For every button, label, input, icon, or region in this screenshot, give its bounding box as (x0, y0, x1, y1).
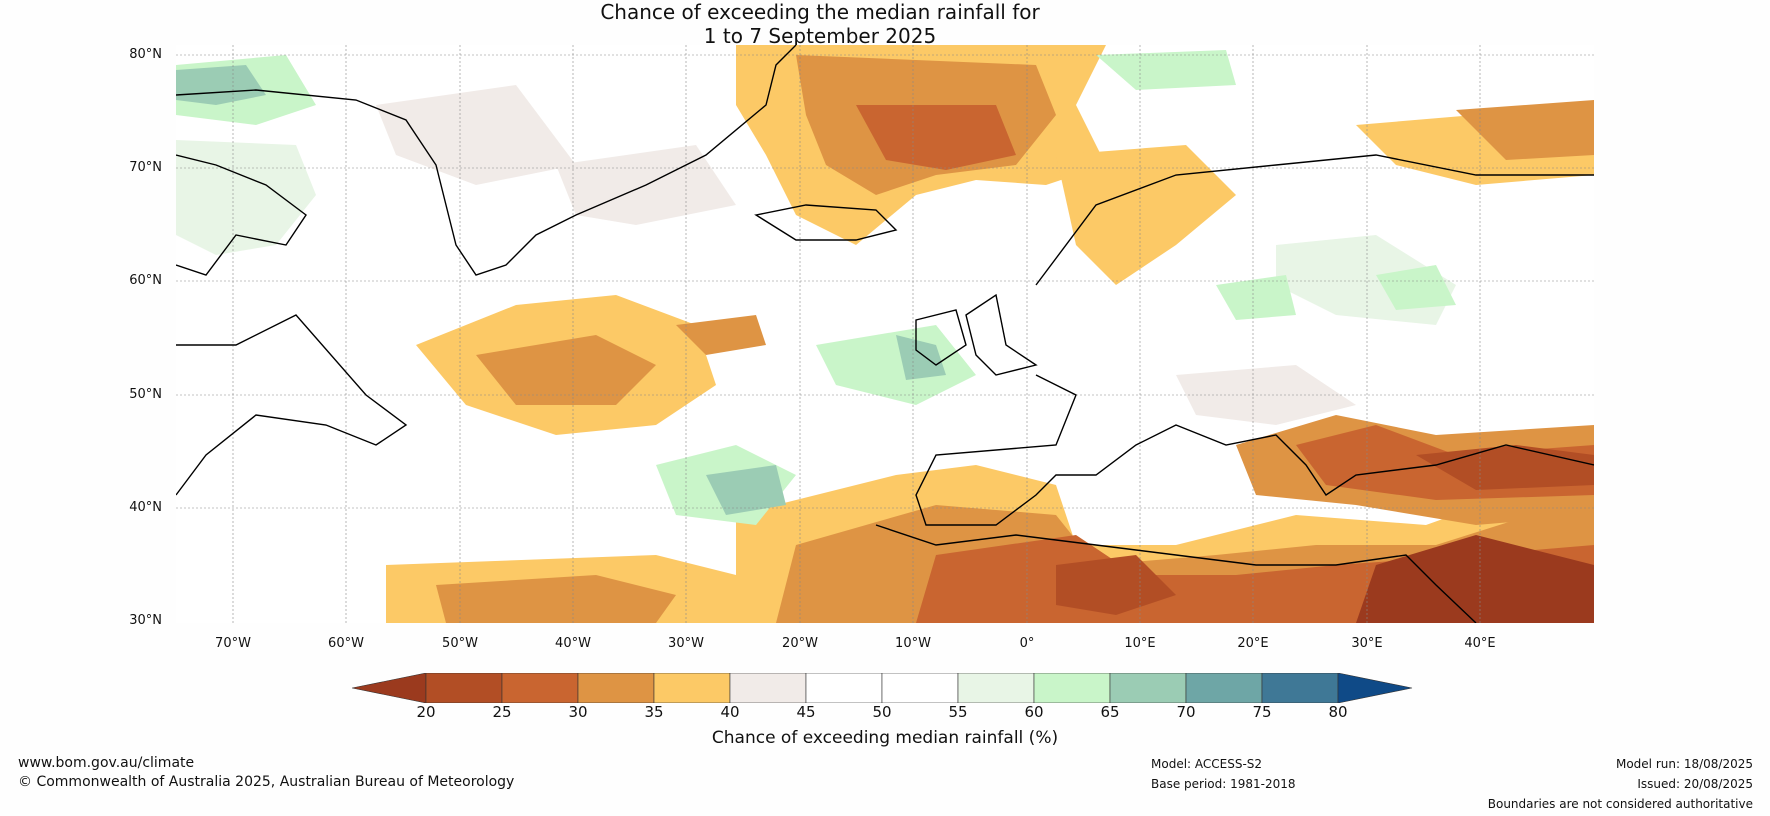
lat-label-60n: 60°N (129, 273, 162, 288)
colorbar-band (577, 673, 655, 703)
rainfall-map (176, 45, 1594, 623)
map-canvas (176, 45, 1594, 623)
lon-label-60w: 60°W (328, 636, 364, 651)
coastlines (176, 45, 1594, 623)
colorbar-band (501, 673, 579, 703)
colorbar-tick-label: 80 (1328, 703, 1348, 721)
issued-text: Issued: 20/08/2025 (1637, 777, 1753, 791)
colorbar-tick-label: 25 (492, 703, 512, 721)
great-britain (965, 293, 1038, 376)
colorbar (352, 673, 1413, 703)
iceland (754, 204, 898, 241)
probability-field (176, 45, 1594, 623)
colorbar-band (1185, 673, 1263, 703)
lat-label-80n: 80°N (129, 47, 162, 62)
colorbar-tick-label: 50 (872, 703, 892, 721)
lon-label-0: 0° (1019, 636, 1035, 651)
copyright-text: © Commonwealth of Australia 2025, Austra… (18, 774, 515, 790)
colorbar-tick-label: 75 (1252, 703, 1272, 721)
colorbar-tick-label: 60 (1024, 703, 1044, 721)
greenland-coast (176, 45, 797, 276)
colorbar-band (729, 673, 807, 703)
colorbar-band (957, 673, 1035, 703)
scandinavia-coast (1035, 154, 1594, 286)
colorbar-band (1109, 673, 1187, 703)
website-link[interactable]: www.bom.gov.au/climate (18, 755, 195, 771)
lon-label-40e: 40°E (1464, 636, 1496, 651)
disclaimer-text: Boundaries are not considered authoritat… (1487, 797, 1753, 811)
model-text: Model: ACCESS-S2 (1151, 757, 1263, 771)
colorbar-label: Chance of exceeding median rainfall (%) (711, 728, 1059, 748)
colorbar-tick-label: 20 (416, 703, 436, 721)
colorbar-band (805, 673, 883, 703)
colorbar-under-triangle (352, 673, 427, 703)
lon-label-50w: 50°W (442, 636, 478, 651)
model-run-text: Model run: 18/08/2025 (1615, 757, 1753, 771)
lon-label-20w: 20°W (782, 636, 818, 651)
lon-label-20e: 20°E (1237, 636, 1269, 651)
north-america-coast (176, 314, 408, 496)
map-title: Chance of exceeding the median rainfall … (0, 0, 1640, 48)
graticule (176, 45, 1594, 623)
title-line-2: 1 to 7 September 2025 (703, 24, 937, 48)
lat-label-40n: 40°N (129, 500, 162, 515)
colorbar-tick-label: 65 (1100, 703, 1120, 721)
colorbar-segments (352, 673, 1413, 703)
colorbar-tick-label: 45 (796, 703, 816, 721)
colorbar-band (1261, 673, 1339, 703)
baffin-coast (176, 154, 307, 276)
europe-south-coast (915, 374, 1594, 526)
lon-label-30w: 30°W (668, 636, 704, 651)
lon-label-10e: 10°E (1124, 636, 1156, 651)
ireland (915, 309, 967, 366)
colorbar-band (1033, 673, 1111, 703)
colorbar-band (881, 673, 959, 703)
colorbar-tick-label: 30 (568, 703, 588, 721)
lat-label-30n: 30°N (129, 613, 162, 628)
colorbar-tick-label: 40 (720, 703, 740, 721)
colorbar-over-triangle (1337, 673, 1413, 703)
africa-north-coast (875, 524, 1477, 623)
colorbar-tick-label: 55 (948, 703, 968, 721)
lat-label-50n: 50°N (129, 387, 162, 402)
colorbar-band (653, 673, 731, 703)
colorbar-tick-label: 35 (644, 703, 664, 721)
lon-label-40w: 40°W (555, 636, 591, 651)
lon-label-70w: 70°W (215, 636, 251, 651)
base-period-text: Base period: 1981-2018 (1151, 777, 1296, 791)
lon-label-30e: 30°E (1351, 636, 1383, 651)
title-line-1: Chance of exceeding the median rainfall … (600, 0, 1040, 24)
colorbar-band (425, 673, 503, 703)
lat-label-70n: 70°N (129, 160, 162, 175)
colorbar-tick-label: 70 (1176, 703, 1196, 721)
lon-label-10w: 10°W (895, 636, 931, 651)
